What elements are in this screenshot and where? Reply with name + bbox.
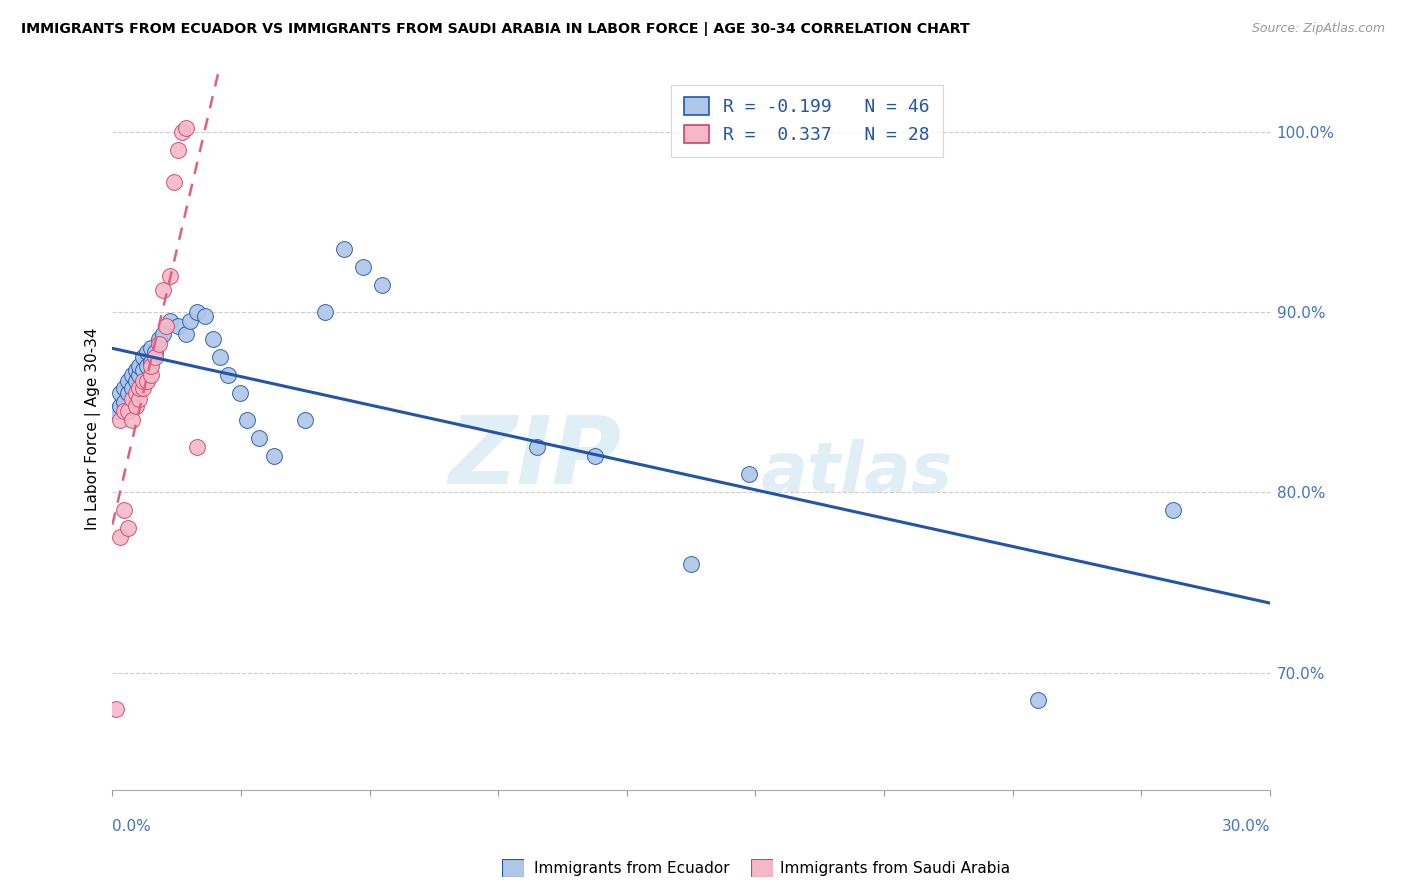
Point [163, 175, 186, 189]
Point [526, 440, 548, 454]
Point [128, 368, 150, 383]
Point [209, 350, 232, 364]
Point [112, 381, 135, 395]
Point [132, 362, 155, 376]
Point [128, 381, 150, 395]
Point [201, 332, 224, 346]
Point [124, 362, 146, 376]
Point [117, 386, 139, 401]
Point [132, 374, 155, 388]
Point [1163, 503, 1185, 517]
Point [112, 395, 135, 409]
Point [108, 399, 131, 413]
Text: 30.0%: 30.0% [1222, 819, 1270, 834]
Point [333, 242, 356, 256]
Point [247, 431, 270, 445]
Y-axis label: In Labor Force | Age 30-34: In Labor Force | Age 30-34 [86, 328, 101, 531]
Point [583, 450, 606, 464]
Point [124, 386, 146, 401]
Point [121, 392, 143, 406]
Point [132, 381, 155, 395]
Point [167, 319, 190, 334]
Point [681, 558, 703, 572]
Point [132, 350, 155, 364]
Point [108, 386, 131, 401]
Text: Immigrants from Saudi Arabia: Immigrants from Saudi Arabia [780, 861, 1011, 876]
Point [124, 399, 146, 413]
Point [136, 359, 159, 373]
Text: 0.0%: 0.0% [112, 819, 152, 834]
Point [159, 314, 181, 328]
Point [139, 368, 162, 383]
Point [186, 440, 208, 454]
Point [294, 413, 316, 427]
Point [148, 332, 170, 346]
Point [117, 404, 139, 418]
Text: IMMIGRANTS FROM ECUADOR VS IMMIGRANTS FROM SAUDI ARABIA IN LABOR FORCE | AGE 30-: IMMIGRANTS FROM ECUADOR VS IMMIGRANTS FR… [21, 22, 970, 37]
Point [236, 413, 259, 427]
Point [117, 521, 139, 535]
Point [174, 121, 197, 136]
Point [738, 467, 761, 482]
Point [1028, 692, 1050, 706]
Point [128, 359, 150, 373]
Point [108, 531, 131, 545]
Point [136, 344, 159, 359]
Point [170, 125, 193, 139]
Point [128, 392, 150, 406]
Point [121, 413, 143, 427]
Point [117, 374, 139, 388]
Point [152, 326, 174, 341]
Point [217, 368, 239, 383]
Point [314, 305, 336, 319]
Point [194, 309, 217, 323]
Point [263, 450, 285, 464]
Text: Immigrants from Ecuador: Immigrants from Ecuador [534, 861, 730, 876]
Point [112, 503, 135, 517]
Point [148, 337, 170, 351]
Legend: R = -0.199   N = 46, R =  0.337   N = 28: R = -0.199 N = 46, R = 0.337 N = 28 [671, 85, 942, 157]
Point [105, 702, 128, 716]
Point [121, 368, 143, 383]
Point [124, 374, 146, 388]
Point [108, 413, 131, 427]
Text: Source: ZipAtlas.com: Source: ZipAtlas.com [1251, 22, 1385, 36]
Point [371, 277, 394, 292]
Point [179, 314, 201, 328]
Point [174, 326, 197, 341]
Point [229, 386, 252, 401]
Point [352, 260, 374, 274]
Text: ZIP: ZIP [449, 412, 621, 504]
Point [112, 404, 135, 418]
Point [121, 381, 143, 395]
Point [105, 404, 128, 418]
Point [139, 355, 162, 369]
Point [152, 284, 174, 298]
Point [139, 341, 162, 355]
Point [167, 143, 190, 157]
Point [159, 268, 181, 283]
Point [143, 344, 166, 359]
Point [136, 374, 159, 388]
Point [186, 305, 208, 319]
Point [155, 319, 177, 334]
Point [143, 350, 166, 364]
Point [139, 359, 162, 373]
Text: atlas: atlas [761, 439, 953, 506]
